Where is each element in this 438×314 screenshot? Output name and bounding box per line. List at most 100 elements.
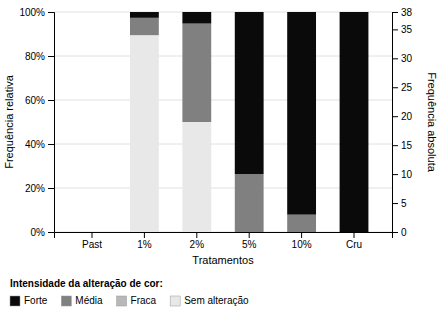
bars — [130, 12, 368, 232]
bar-segment — [235, 174, 264, 232]
bar-segment — [78, 232, 107, 233]
y-tick: 0% — [31, 227, 54, 238]
bar-segment — [130, 18, 159, 35]
x-tick: 1% — [137, 232, 152, 250]
y-tick: 40% — [25, 139, 54, 150]
plot: Past 1% 2% 5% 10% Cru 0% 20% 40% 60% 80% 100% 0 5 10 15… — [19, 7, 412, 250]
x-tick-mark — [249, 232, 250, 238]
legend-swatch — [10, 296, 20, 306]
legend-label: Sem alteração — [184, 295, 249, 306]
bar-segment — [130, 35, 159, 232]
y2-tick: 30 — [392, 53, 413, 64]
y2-tick-mark — [392, 174, 398, 175]
x-tick-mark — [196, 232, 197, 238]
y-tick: 20% — [25, 183, 54, 194]
y-axis: 0% 20% 40% 60% 80% 100% — [19, 7, 54, 238]
axis-domain — [393, 13, 399, 233]
y2-tick: 0 — [392, 227, 407, 238]
bar-segment — [287, 12, 316, 215]
y2-tick-mark — [392, 12, 398, 13]
y-tick-mark — [48, 144, 54, 145]
legend-item: Forte — [10, 295, 48, 306]
bar-segment — [340, 12, 369, 232]
x-tick-label: Past — [82, 239, 102, 250]
y2-tick-mark — [392, 145, 398, 146]
y2-tick-mark — [392, 58, 398, 59]
y-tick-label: 80% — [25, 51, 45, 62]
y2-tick: 5 — [392, 198, 407, 209]
y-tick-label: 0% — [31, 227, 46, 238]
y-axis-title: Frequência relativa — [3, 74, 15, 168]
legend-label: Média — [75, 295, 103, 306]
y-tick-mark — [48, 56, 54, 57]
legend-item: Média — [61, 295, 103, 306]
x-tick-mark — [144, 232, 145, 238]
x-tick: 10% — [292, 232, 312, 250]
x-tick-mark — [91, 232, 92, 238]
bar-series — [130, 12, 368, 232]
y-tick: 80% — [25, 51, 54, 62]
bar-segment — [182, 12, 211, 24]
legend-swatch — [61, 296, 71, 306]
y2-tick-mark — [392, 116, 398, 117]
x-tick-label: 1% — [137, 239, 152, 250]
bar-segment — [130, 12, 159, 18]
y2-tick-label: 38 — [401, 7, 413, 18]
y-tick-mark — [48, 12, 54, 13]
y2-tick-mark — [392, 203, 398, 204]
y2-tick-label: 25 — [401, 82, 413, 93]
bar-segment — [78, 232, 107, 233]
y2-tick-label: 15 — [401, 140, 413, 151]
y-tick: 60% — [25, 95, 54, 106]
y2-tick: 25 — [392, 82, 413, 93]
chart-container: Past 1% 2% 5% 10% Cru 0% 20% 40% 60% 80% 100% 0 5 10 15… — [0, 0, 438, 314]
bar-segment — [78, 232, 107, 233]
y-tick: 100% — [19, 7, 54, 18]
y2-tick: 10 — [392, 169, 413, 180]
y2-tick: 38 — [392, 7, 413, 18]
y2-tick-mark — [392, 29, 398, 30]
x-tick-label: Cru — [346, 239, 362, 250]
legend-swatch — [170, 296, 180, 306]
legend: Intensidade da alteração de cor:ForteMéd… — [10, 278, 249, 306]
bar-segment — [182, 122, 211, 232]
x-tick: 5% — [242, 232, 257, 250]
y2-tick: 20 — [392, 111, 413, 122]
y2-tick-label: 5 — [401, 198, 407, 209]
y2-tick-label: 35 — [401, 24, 413, 35]
y2-tick-mark — [392, 232, 398, 233]
x-tick-label: 10% — [292, 239, 312, 250]
x-axis: Past 1% 2% 5% 10% Cru — [55, 232, 393, 250]
y2-tick-label: 10 — [401, 169, 413, 180]
y-tick-label: 40% — [25, 139, 45, 150]
bar-segment — [235, 12, 264, 174]
y-tick-mark — [48, 188, 54, 189]
x-tick-label: 2% — [190, 239, 205, 250]
y2-tick-label: 20 — [401, 111, 413, 122]
y2-tick-label: 0 — [401, 227, 407, 238]
y2-tick-mark — [392, 87, 398, 88]
grid — [54, 12, 392, 232]
bar-segment — [78, 232, 107, 233]
x-axis-title: Tratamentos — [192, 254, 254, 266]
y2-axis: 0 5 10 15 20 25 30 35 38 — [392, 7, 413, 238]
y-tick-mark — [48, 100, 54, 101]
bar-segment — [287, 215, 316, 232]
y2-tick: 15 — [392, 140, 413, 151]
y-tick-label: 60% — [25, 95, 45, 106]
x-tick: 2% — [190, 232, 205, 250]
y2-tick: 35 — [392, 24, 413, 35]
y2-tick-label: 30 — [401, 53, 413, 64]
y-tick-label: 20% — [25, 183, 45, 194]
y2-axis-title: Frequência absoluta — [426, 72, 438, 173]
bar-segment — [182, 24, 211, 122]
chart: Past 1% 2% 5% 10% Cru 0% 20% 40% 60% 80% 100% 0 5 10 15… — [0, 0, 438, 314]
x-tick: Past — [82, 232, 102, 250]
axis-domain — [48, 13, 55, 233]
legend-label: Fraca — [131, 295, 157, 306]
x-tick-label: 5% — [242, 239, 257, 250]
x-tick: Cru — [346, 232, 362, 250]
x-tick-mark — [301, 232, 302, 238]
legend-item: Sem alteração — [170, 295, 249, 306]
legend-swatch — [117, 296, 127, 306]
